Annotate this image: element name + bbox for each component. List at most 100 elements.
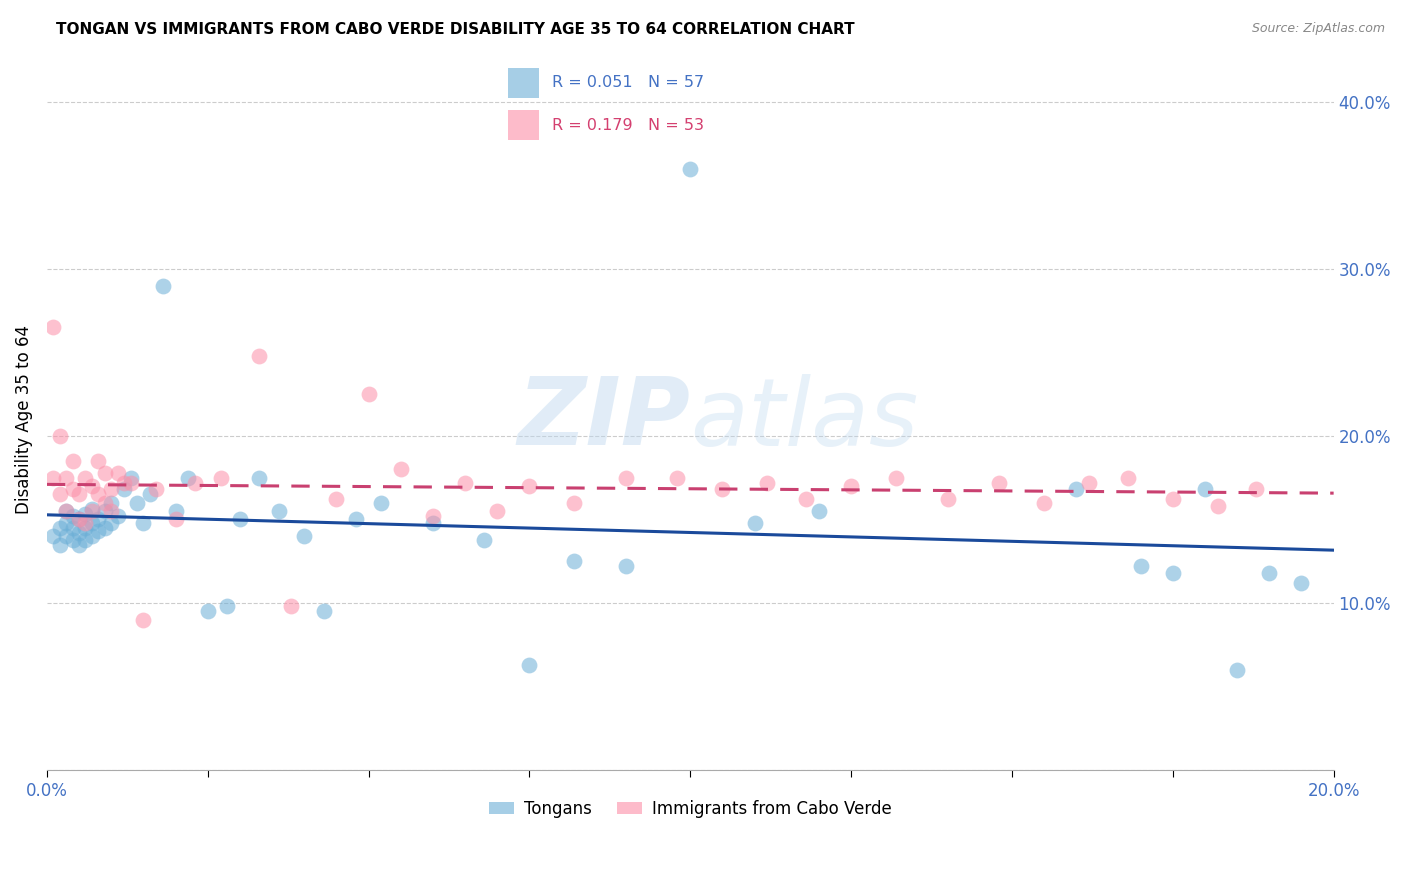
Point [67, 512, 90, 526]
Point [67, 525, 90, 540]
Text: TONGAN VS IMMIGRANTS FROM CABO VERDE DISABILITY AGE 35 TO 64 CORRELATION CHART: TONGAN VS IMMIGRANTS FROM CABO VERDE DIS… [56, 22, 855, 37]
Point [62, 521, 84, 535]
Point [87, 487, 110, 501]
Point [165, 512, 187, 526]
Point [42, 529, 65, 543]
Point [312, 604, 335, 618]
Point [165, 504, 187, 518]
Text: R = 0.051   N = 57: R = 0.051 N = 57 [551, 75, 704, 90]
Point [486, 504, 509, 518]
Point [357, 387, 380, 401]
Point [215, 599, 238, 614]
Point [107, 466, 129, 480]
Point [1129, 559, 1152, 574]
Point [87, 512, 110, 526]
Point [107, 509, 129, 524]
Point [614, 559, 637, 574]
Point [422, 516, 444, 530]
Point [370, 496, 392, 510]
Point [112, 475, 135, 490]
Point [839, 479, 862, 493]
Point [100, 496, 122, 510]
Point [94, 466, 117, 480]
Point [49, 487, 72, 501]
Point [1161, 492, 1184, 507]
Point [209, 471, 232, 485]
Point [67, 537, 90, 551]
Point [1194, 483, 1216, 497]
Point [884, 471, 907, 485]
Point [474, 533, 496, 547]
Point [42, 320, 65, 334]
Point [94, 521, 117, 535]
Point [49, 429, 72, 443]
Point [1064, 483, 1087, 497]
Point [711, 483, 734, 497]
Point [280, 599, 302, 614]
Text: ZIP: ZIP [517, 373, 690, 466]
Point [49, 521, 72, 535]
Point [55, 504, 77, 518]
Point [55, 471, 77, 485]
Point [42, 471, 65, 485]
Point [62, 454, 84, 468]
Point [49, 537, 72, 551]
Point [100, 483, 122, 497]
Text: atlas: atlas [690, 374, 918, 465]
Point [1291, 576, 1313, 591]
Point [67, 487, 90, 501]
Point [756, 475, 779, 490]
Point [80, 479, 103, 493]
Point [1246, 483, 1268, 497]
Point [679, 161, 702, 176]
Point [744, 516, 766, 530]
Point [112, 483, 135, 497]
Point [794, 492, 817, 507]
Point [988, 475, 1011, 490]
Point [197, 604, 219, 618]
Point [325, 492, 347, 507]
Point [519, 657, 541, 672]
Point [120, 475, 142, 490]
Point [1226, 663, 1249, 677]
Point [267, 504, 290, 518]
Point [139, 487, 162, 501]
Point [247, 349, 270, 363]
Point [564, 496, 586, 510]
Point [55, 504, 77, 518]
Point [75, 508, 97, 522]
Point [177, 471, 200, 485]
Point [1078, 475, 1101, 490]
Point [80, 504, 103, 518]
Point [666, 471, 689, 485]
Point [80, 516, 103, 530]
Y-axis label: Disability Age 35 to 64: Disability Age 35 to 64 [15, 325, 32, 514]
Point [87, 454, 110, 468]
Point [75, 471, 97, 485]
Point [519, 479, 541, 493]
Point [75, 516, 97, 530]
Point [389, 462, 412, 476]
Bar [509, 110, 540, 140]
Point [87, 524, 110, 538]
Point [184, 475, 207, 490]
Point [80, 529, 103, 543]
Point [614, 471, 637, 485]
Point [132, 613, 155, 627]
Point [62, 483, 84, 497]
Point [100, 504, 122, 518]
Point [120, 471, 142, 485]
Point [100, 516, 122, 530]
Point [94, 496, 117, 510]
Bar [509, 68, 540, 98]
Text: R = 0.179   N = 53: R = 0.179 N = 53 [551, 118, 704, 133]
Legend: Tongans, Immigrants from Cabo Verde: Tongans, Immigrants from Cabo Verde [482, 794, 898, 825]
Point [1116, 471, 1139, 485]
Point [80, 502, 103, 516]
Point [292, 529, 315, 543]
Point [94, 504, 117, 518]
Text: Source: ZipAtlas.com: Source: ZipAtlas.com [1251, 22, 1385, 36]
Point [55, 529, 77, 543]
Point [67, 512, 90, 526]
Point [62, 509, 84, 524]
